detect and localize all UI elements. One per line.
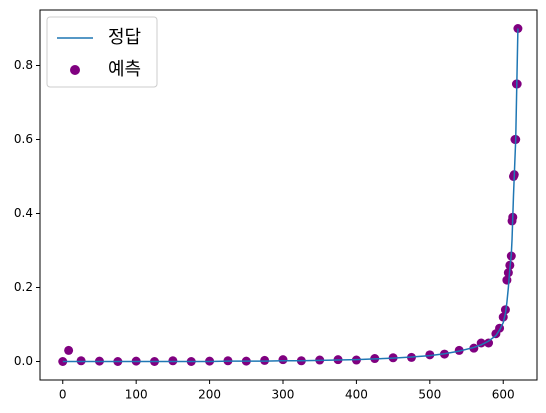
y-tick-label: 0.8 <box>14 58 33 72</box>
point <box>64 345 74 355</box>
axes-frame <box>39 9 538 381</box>
point <box>278 355 288 365</box>
y-tick-label: 0.0 <box>14 354 33 368</box>
y-tick-label: 0.6 <box>14 132 33 146</box>
y-tick-label: 0.4 <box>14 206 33 220</box>
x-tick-label: 600 <box>492 388 515 402</box>
legend-marker <box>70 65 80 75</box>
y-tick-label: 0.2 <box>14 280 33 294</box>
legend-label: 정답 <box>108 27 141 48</box>
point <box>58 357 68 366</box>
line <box>62 28 519 363</box>
legend-label: 예측 <box>108 59 141 80</box>
x-tick-label: 0 <box>59 388 67 402</box>
x-tick-label: 200 <box>198 388 221 402</box>
point <box>503 268 513 278</box>
x-tick-label: 500 <box>418 388 441 402</box>
x-tick-label: 100 <box>125 388 148 402</box>
x-tick-label: 300 <box>272 388 295 402</box>
point <box>484 338 494 348</box>
x-tick-label: 400 <box>345 388 368 402</box>
